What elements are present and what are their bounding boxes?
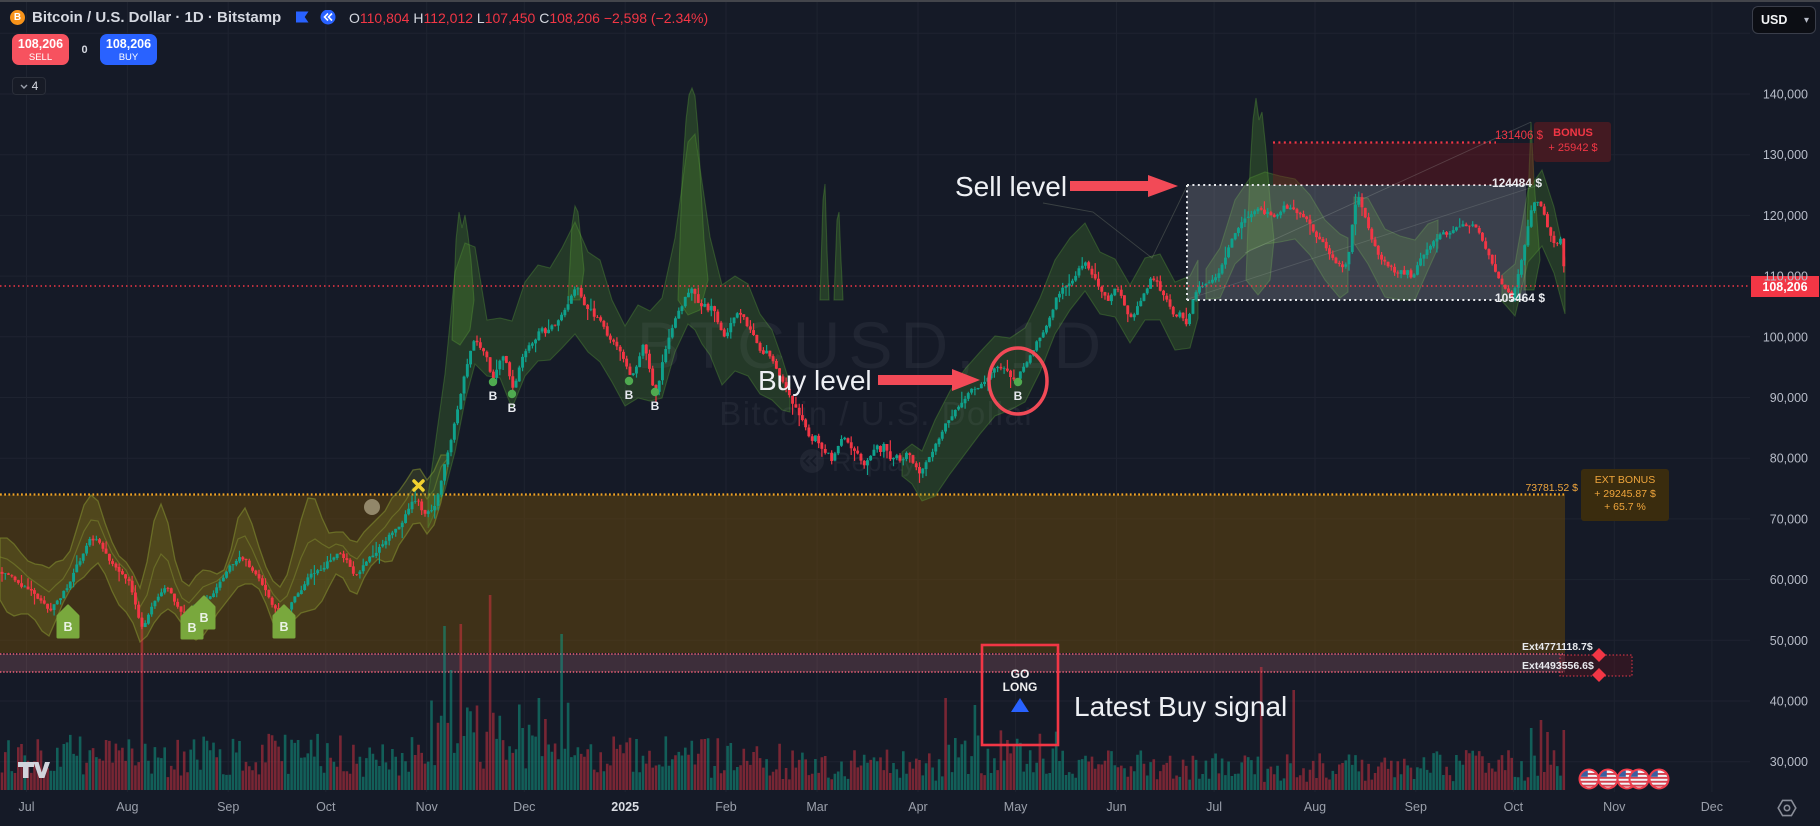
svg-text:Sep: Sep	[1405, 800, 1427, 814]
svg-text:May: May	[1004, 800, 1028, 814]
svg-text:B: B	[625, 388, 634, 402]
svg-text:Nov: Nov	[416, 800, 439, 814]
svg-text:Aug: Aug	[1304, 800, 1326, 814]
svg-text:+ 29245.87 $: + 29245.87 $	[1594, 488, 1656, 500]
svg-text:100,000: 100,000	[1763, 330, 1808, 344]
svg-text:Oct: Oct	[316, 800, 336, 814]
svg-text:Mar: Mar	[806, 800, 828, 814]
svg-text:40,000: 40,000	[1770, 695, 1808, 709]
svg-text:Dec: Dec	[513, 800, 535, 814]
svg-text:Oct: Oct	[1504, 800, 1524, 814]
svg-text:90,000: 90,000	[1770, 391, 1808, 405]
svg-text:50,000: 50,000	[1770, 634, 1808, 648]
svg-text:130,000: 130,000	[1763, 148, 1808, 162]
svg-text:Buy level: Buy level	[758, 365, 872, 396]
svg-text:124484 $: 124484 $	[1492, 176, 1542, 190]
svg-text:73781.52 $: 73781.52 $	[1525, 482, 1578, 494]
svg-text:70,000: 70,000	[1770, 512, 1808, 526]
svg-text:120,000: 120,000	[1763, 209, 1808, 223]
svg-text:110,000: 110,000	[1764, 270, 1808, 284]
svg-text:B: B	[279, 620, 288, 634]
svg-text:B: B	[187, 621, 196, 635]
svg-text:Jun: Jun	[1106, 800, 1126, 814]
svg-text:B: B	[489, 389, 498, 403]
svg-text:Jul: Jul	[19, 800, 35, 814]
svg-text:108,206: 108,206	[1762, 280, 1807, 294]
svg-text:Apr: Apr	[908, 800, 927, 814]
svg-text:60,000: 60,000	[1770, 573, 1808, 587]
svg-text:Bitcoin / U.S. Dollar: Bitcoin / U.S. Dollar	[719, 395, 1037, 432]
svg-text:Latest Buy signal: Latest Buy signal	[1074, 691, 1287, 722]
svg-text:80,000: 80,000	[1770, 452, 1808, 466]
svg-text:LONG: LONG	[1003, 680, 1038, 694]
svg-text:GO: GO	[1011, 667, 1030, 681]
svg-text:B: B	[1014, 389, 1023, 403]
svg-text:+ 65.7 %: + 65.7 %	[1604, 501, 1646, 513]
svg-text:140,000: 140,000	[1763, 88, 1808, 102]
svg-text:Dec: Dec	[1701, 800, 1723, 814]
svg-text:BONUS: BONUS	[1553, 127, 1593, 139]
svg-text:+ 25942 $: + 25942 $	[1548, 142, 1597, 154]
svg-text:131406 $: 131406 $	[1495, 130, 1544, 142]
svg-text:B: B	[199, 611, 208, 625]
svg-text:B: B	[63, 620, 72, 634]
svg-text:Feb: Feb	[715, 800, 737, 814]
svg-text:30,000: 30,000	[1770, 755, 1808, 769]
svg-text:Sep: Sep	[217, 800, 239, 814]
svg-text:Ext4493556.6$: Ext4493556.6$	[1522, 660, 1594, 672]
svg-text:Aug: Aug	[116, 800, 138, 814]
svg-text:105464 $: 105464 $	[1495, 291, 1545, 305]
svg-text:Jul: Jul	[1206, 800, 1222, 814]
svg-text:Sell level: Sell level	[955, 171, 1067, 202]
svg-text:B: B	[508, 401, 517, 415]
svg-text:BTCUSD, 1D: BTCUSD, 1D	[637, 308, 1109, 382]
svg-text:Nov: Nov	[1603, 800, 1626, 814]
svg-text:EXT BONUS: EXT BONUS	[1595, 474, 1656, 486]
svg-text:Ext4771118.7$: Ext4771118.7$	[1522, 641, 1593, 653]
svg-text:2025: 2025	[611, 800, 639, 814]
svg-text:B: B	[651, 399, 660, 413]
